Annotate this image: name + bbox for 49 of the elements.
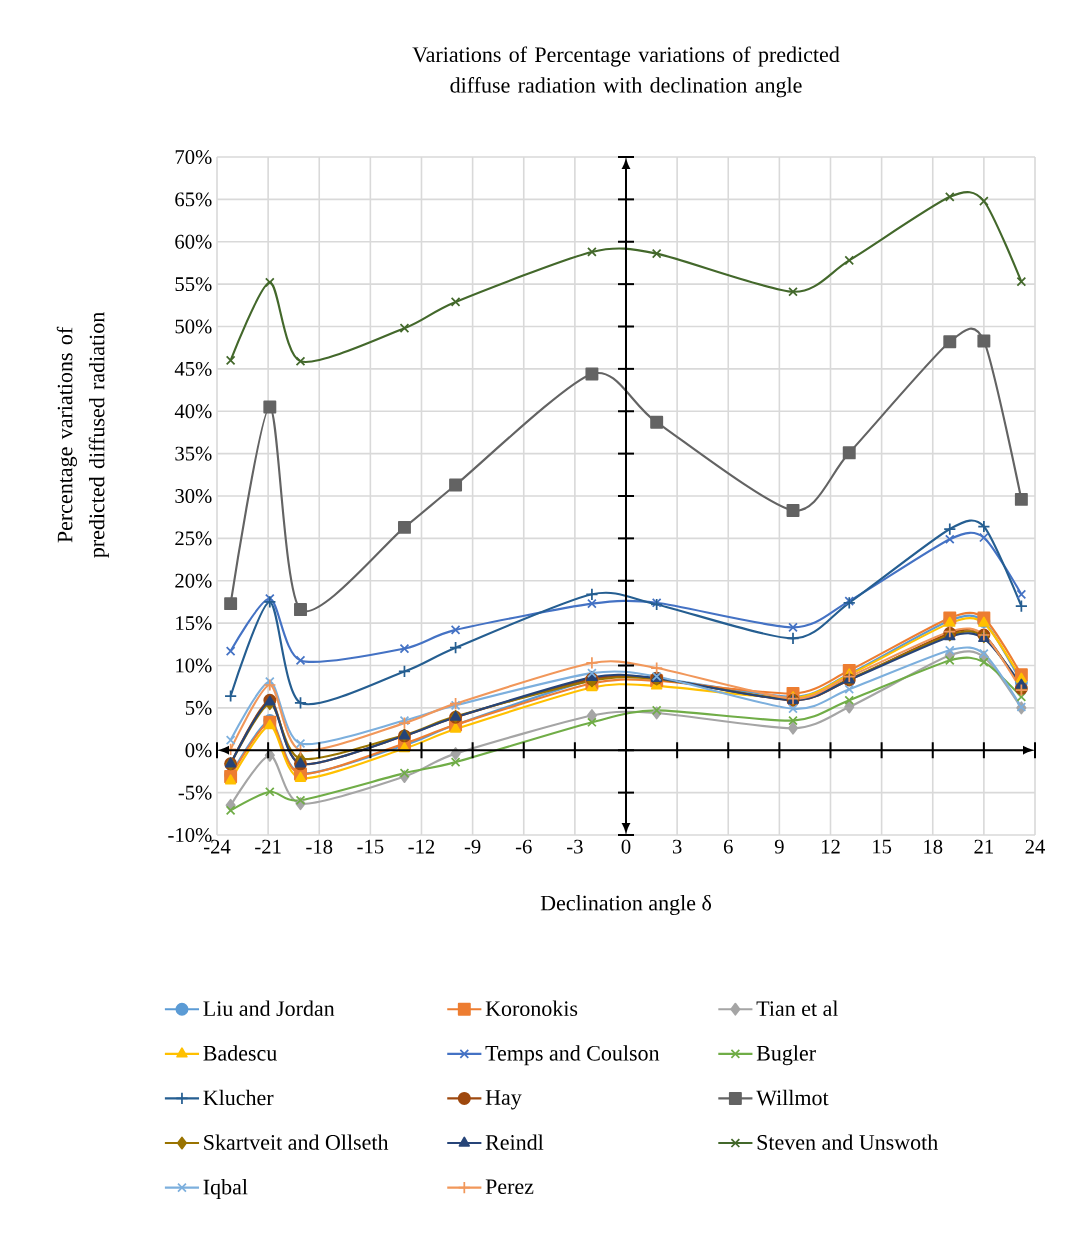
legend-label: Badescu [203, 1045, 277, 1061]
y-tick-label: 60% [175, 234, 212, 249]
legend-label: Bugler [756, 1045, 816, 1066]
legend-label: Skartveit and Ollseth [204, 1134, 389, 1150]
y-tick-label: 70% [175, 150, 212, 165]
x-tick-label: 12 [821, 839, 840, 854]
legend-label: Hay [485, 1090, 522, 1110]
y-tick-label: 30% [175, 489, 212, 504]
chart-title: Variations of Percentage variations of predicted diffuse radiation with declination angle [412, 46, 840, 98]
x-tick-label: 9 [774, 839, 784, 854]
x-tick-label: -3 [567, 839, 583, 854]
x-tick-label: -12 [408, 839, 435, 854]
x-tick-label: 6 [723, 839, 733, 854]
y-tick-label: 10% [176, 658, 212, 673]
y-tick-label: 40% [174, 404, 212, 419]
y-tick-label: 5% [185, 700, 212, 715]
x-tick-label: -15 [357, 839, 384, 854]
y-tick-label: 55% [175, 277, 212, 292]
legend-label: Koronokis [485, 1000, 578, 1017]
x-tick-label: 24 [1025, 839, 1046, 854]
x-tick-label: 0 [621, 839, 631, 854]
x-axis-title: Declination angle δ [540, 894, 712, 916]
x-tick-label: -18 [306, 839, 333, 854]
x-tick-label: 3 [672, 839, 682, 854]
legend-label: Reindl [485, 1134, 544, 1150]
x-tick-label: -9 [464, 839, 481, 854]
legend-label: Steven and Unswoth [757, 1134, 938, 1150]
y-tick-label: 15% [176, 616, 212, 631]
y-tick-label: 45% [174, 361, 212, 376]
x-tick-label: -6 [515, 839, 532, 854]
legend-label: Perez [485, 1179, 534, 1195]
x-tick-label: 21 [974, 839, 993, 854]
y-tick-label: 20% [175, 573, 212, 588]
y-tick-label: 0% [185, 743, 212, 758]
y-tick-label: 65% [175, 192, 212, 207]
x-tick-label: -21 [255, 839, 281, 854]
x-tick-label: 18 [924, 839, 943, 854]
y-axis-title: Percentage variations of predicted diffused radiation [56, 312, 109, 558]
legend-label: Liu and Jordan [203, 1000, 335, 1017]
y-tick-label: 25% [175, 531, 212, 546]
legend-label: Temps and Coulson [485, 1045, 660, 1066]
legend-label: Willmot [756, 1089, 829, 1106]
y-tick-label: 50% [175, 319, 212, 334]
legend-label: Iqbal [203, 1178, 248, 1199]
y-tick-label: 35% [175, 446, 212, 461]
y-tick-label: -5% [178, 785, 212, 800]
legend-label: Klucher [203, 1089, 274, 1106]
x-tick-label: 15 [873, 839, 892, 854]
legend-label: Tian et al [756, 1000, 839, 1017]
